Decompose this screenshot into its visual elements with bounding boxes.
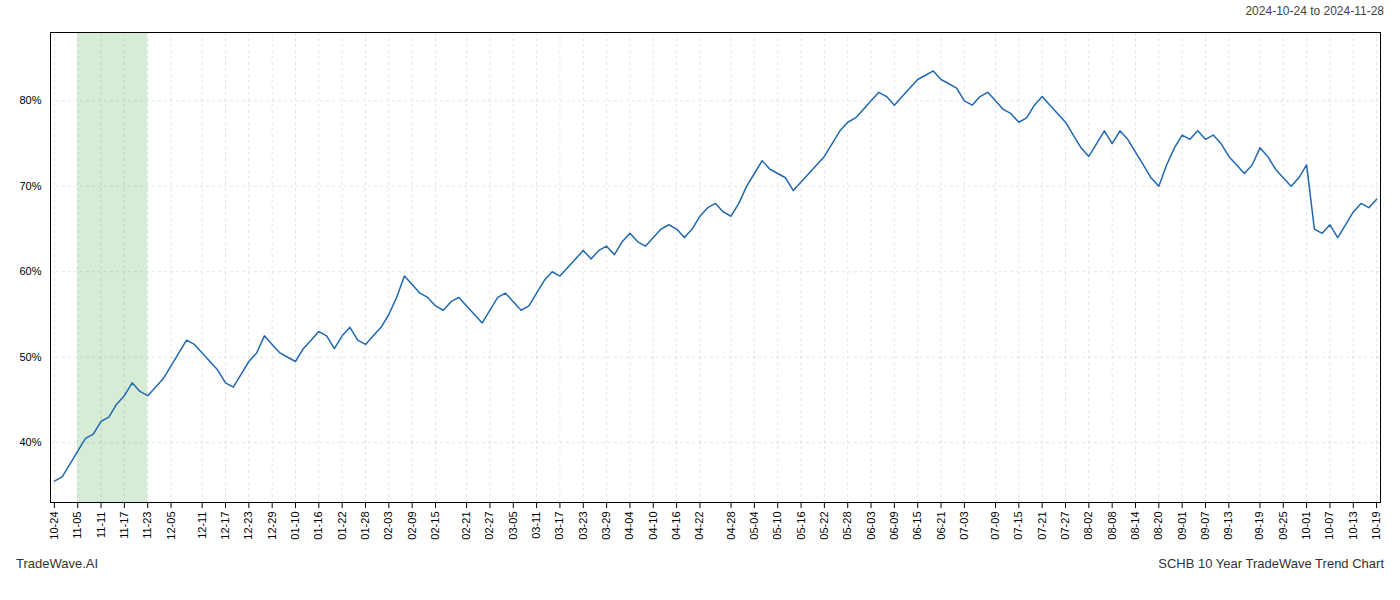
svg-text:05-04: 05-04 [748,512,760,540]
svg-text:07-03: 07-03 [958,512,970,540]
svg-text:03-23: 03-23 [577,512,589,540]
svg-text:40%: 40% [19,436,41,448]
svg-text:08-20: 08-20 [1152,512,1164,540]
svg-text:01-10: 01-10 [289,512,301,540]
svg-text:05-22: 05-22 [818,512,830,540]
svg-text:07-09: 07-09 [989,512,1001,540]
svg-text:03-29: 03-29 [600,512,612,540]
svg-text:11-11: 11-11 [95,512,107,539]
svg-text:04-04: 04-04 [623,512,635,540]
svg-text:05-10: 05-10 [771,512,783,540]
svg-text:05-16: 05-16 [795,512,807,540]
svg-text:09-19: 09-19 [1253,512,1265,540]
svg-text:12-11: 12-11 [196,512,208,539]
svg-text:50%: 50% [19,351,41,363]
svg-text:09-25: 09-25 [1277,512,1289,540]
svg-text:02-27: 02-27 [483,512,495,540]
html-text:2024-10-24 to 2024-11-28: 2024-10-24 to 2024-11-28 [1245,4,1384,18]
svg-text:06-21: 06-21 [935,512,947,540]
svg-text:09-01: 09-01 [1176,512,1188,540]
svg-text:03-11: 03-11 [530,512,542,539]
svg-text:10-01: 10-01 [1300,512,1312,540]
svg-text:09-07: 09-07 [1199,512,1211,540]
svg-text:06-03: 06-03 [865,512,877,540]
svg-text:07-15: 07-15 [1012,512,1024,540]
svg-text:80%: 80% [19,94,41,106]
svg-text:12-05: 12-05 [165,512,177,540]
svg-text:10-07: 10-07 [1323,512,1335,540]
html-text:TradeWave.AI: TradeWave.AI [16,556,99,571]
html-text:SCHB 10 Year TradeWave Trend C: SCHB 10 Year TradeWave Trend Chart [1158,556,1384,571]
svg-text:03-05: 03-05 [507,512,519,540]
svg-text:60%: 60% [19,265,41,277]
svg-text:01-28: 01-28 [359,512,371,540]
svg-text:12-29: 12-29 [266,512,278,540]
svg-text:11-17: 11-17 [118,512,130,539]
svg-text:02-21: 02-21 [460,512,472,540]
svg-text:06-15: 06-15 [911,512,923,540]
svg-text:05-28: 05-28 [841,512,853,540]
svg-text:01-22: 01-22 [336,512,348,540]
svg-text:07-27: 07-27 [1059,512,1071,540]
svg-text:11-23: 11-23 [141,512,153,539]
svg-text:06-09: 06-09 [888,512,900,540]
svg-text:70%: 70% [19,180,41,192]
svg-text:12-23: 12-23 [242,512,254,540]
svg-text:04-16: 04-16 [670,512,682,540]
svg-text:10-19: 10-19 [1370,512,1382,540]
svg-text:04-28: 04-28 [725,512,737,540]
svg-text:11-05: 11-05 [71,512,83,539]
svg-text:04-10: 04-10 [647,512,659,540]
svg-text:12-17: 12-17 [219,512,231,540]
svg-text:08-14: 08-14 [1129,512,1141,540]
svg-text:03-17: 03-17 [553,512,565,540]
svg-text:07-21: 07-21 [1036,512,1048,540]
svg-text:02-15: 02-15 [429,512,441,540]
svg-text:10-24: 10-24 [48,512,60,540]
svg-text:08-08: 08-08 [1106,512,1118,540]
svg-text:08-02: 08-02 [1082,512,1094,540]
svg-text:04-22: 04-22 [693,512,705,540]
svg-text:09-13: 09-13 [1222,512,1234,540]
svg-text:02-03: 02-03 [382,512,394,540]
svg-text:01-16: 01-16 [312,512,324,540]
svg-text:10-13: 10-13 [1347,512,1359,540]
svg-text:02-09: 02-09 [406,512,418,540]
